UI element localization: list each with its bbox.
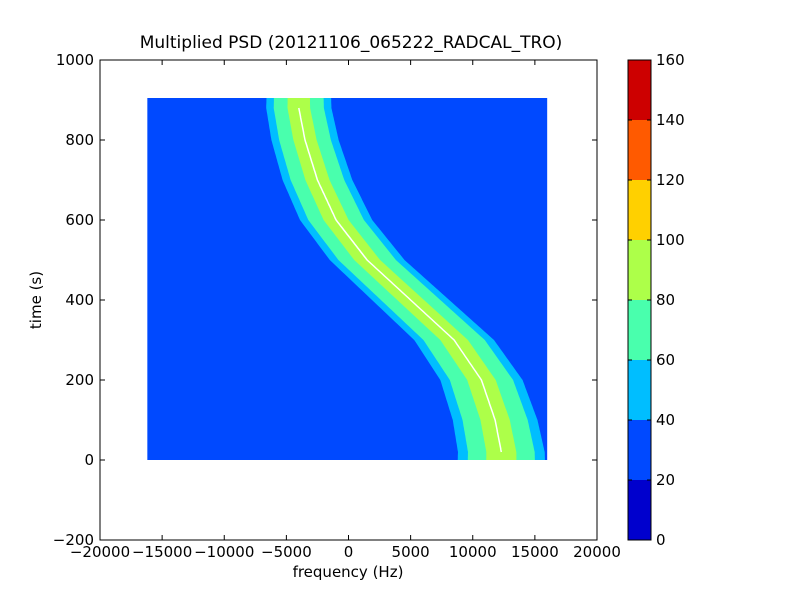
colorbar-tick-label: 160: [656, 51, 685, 69]
colorbar-segment: [628, 180, 651, 240]
y-tick-label: −200: [53, 531, 94, 549]
colorbar-tick-label: 80: [656, 291, 675, 309]
x-axis: −20000 −15000 −10000 −5000 0 5000 10000 15000 20…: [70, 60, 621, 561]
x-tick-label: 0: [344, 543, 354, 561]
colorbar-segment: [628, 420, 651, 480]
spectrogram-heatmap: [147, 98, 548, 460]
track-band-3: [287, 98, 517, 460]
colorbar-tick-label: 120: [656, 171, 685, 189]
y-tick-label: 600: [65, 211, 94, 229]
colorbar-segment: [628, 240, 651, 300]
x-axis-label: frequency (Hz): [293, 563, 404, 581]
colorbar-tick-label: 40: [656, 411, 675, 429]
x-tick-label: −5000: [261, 543, 312, 561]
x-tick-label: 15000: [511, 543, 559, 561]
y-tick-label: 400: [65, 291, 94, 309]
y-tick-label: 200: [65, 371, 94, 389]
x-tick-label: −15000: [132, 543, 192, 561]
chart-title: Multiplied PSD (20121106_065222_RADCAL_T…: [140, 33, 563, 53]
track-center-line: [298, 107, 503, 453]
colorbar-tick-label: 0: [656, 531, 666, 549]
colorbar-segment: [628, 360, 651, 420]
colorbar-segment: [628, 300, 651, 360]
x-tick-label: −20000: [70, 543, 130, 561]
plot-area: −20000 −15000 −10000 −5000 0 5000 10000 15000 20…: [53, 51, 621, 561]
y-tick-label: 0: [84, 451, 94, 469]
x-tick-label: 10000: [449, 543, 497, 561]
x-tick-label: 20000: [573, 543, 621, 561]
x-tick-label: 5000: [392, 543, 430, 561]
y-tick-label: 800: [65, 131, 94, 149]
y-axis: −200 0 200 400 600 800 1000: [53, 51, 597, 549]
colorbar-tick-label: 60: [656, 351, 675, 369]
colorbar-tick-label: 100: [656, 231, 685, 249]
colorbar: 0 20 40 60 80 100 120 140 160: [627, 51, 685, 549]
y-tick-label: 1000: [56, 51, 94, 69]
colorbar-segment: [628, 480, 651, 540]
colorbar-tick-label: 20: [656, 471, 675, 489]
y-axis-label: time (s): [27, 271, 45, 329]
x-tick-label: −10000: [194, 543, 254, 561]
colorbar-segment: [628, 60, 651, 120]
colorbar-tick-label: 140: [656, 111, 685, 129]
colorbar-segment: [628, 120, 651, 180]
